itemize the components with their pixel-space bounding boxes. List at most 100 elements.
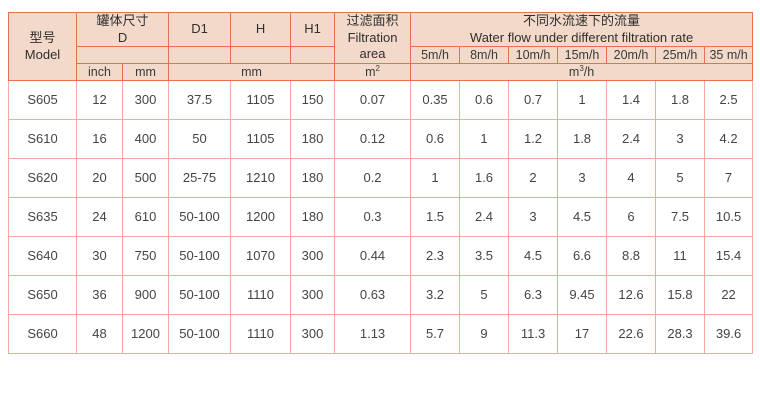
unit-area: m2 [334, 63, 412, 82]
cell-mm: 900 [121, 275, 170, 316]
cell-flow-25: 3 [655, 119, 706, 160]
cell-d1: 50-100 [168, 197, 232, 238]
cell-filtration-area: 0.3 [334, 197, 412, 238]
cell-flow-15: 4.5 [557, 197, 608, 238]
cell-flow-35: 4.2 [704, 119, 754, 160]
cell-flow-10: 0.7 [508, 80, 559, 121]
cell-flow-35: 22 [704, 275, 754, 316]
cell-inch: 20 [76, 158, 123, 199]
cell-flow-25: 11 [655, 236, 706, 277]
cell-flow-5: 0.6 [410, 119, 461, 160]
cell-flow-20: 22.6 [606, 314, 657, 355]
cell-flow-5: 2.3 [410, 236, 461, 277]
cell-flow-5: 1.5 [410, 197, 461, 238]
unit-mm-small: mm [121, 63, 170, 82]
header-rate-8: 8m/h [459, 46, 510, 65]
cell-flow-10: 3 [508, 197, 559, 238]
header-tank-size-spacer [75, 46, 170, 65]
specification-table: 型号 Model 罐体尺寸 D D1 H H1 过滤面积 Filtration … [8, 11, 754, 355]
header-filtration-area-en1: Filtration [347, 29, 398, 45]
cell-model: S640 [8, 236, 77, 277]
cell-mm: 1200 [121, 314, 170, 355]
cell-flow-25: 28.3 [655, 314, 706, 355]
cell-flow-15: 1.8 [557, 119, 608, 160]
cell-h1: 300 [290, 236, 336, 277]
cell-h: 1110 [230, 314, 292, 355]
cell-flow-20: 4 [606, 158, 657, 199]
header-h-spacer [230, 46, 292, 65]
header-filtration-area: 过滤面积 Filtration area [334, 11, 412, 65]
cell-flow-35: 2.5 [704, 80, 754, 121]
cell-flow-8: 2.4 [459, 197, 510, 238]
unit-area-sup: 2 [375, 64, 380, 74]
cell-flow-15: 1 [557, 80, 608, 121]
header-d1: D1 [168, 11, 232, 48]
cell-h1: 180 [290, 158, 336, 199]
cell-filtration-area: 0.12 [334, 119, 412, 160]
cell-flow-35: 10.5 [704, 197, 754, 238]
cell-h1: 150 [290, 80, 336, 121]
cell-flow-8: 1.6 [459, 158, 510, 199]
cell-filtration-area: 0.63 [334, 275, 412, 316]
unit-flow: m3/h [410, 63, 754, 82]
cell-h1: 180 [290, 119, 336, 160]
cell-flow-15: 17 [557, 314, 608, 355]
cell-model: S610 [8, 119, 77, 160]
cell-h: 1200 [230, 197, 292, 238]
cell-d1: 37.5 [168, 80, 232, 121]
unit-flow-sup: 3 [579, 64, 584, 74]
cell-flow-20: 12.6 [606, 275, 657, 316]
cell-flow-25: 1.8 [655, 80, 706, 121]
cell-d1: 50-100 [168, 314, 232, 355]
cell-flow-8: 1 [459, 119, 510, 160]
cell-flow-25: 7.5 [655, 197, 706, 238]
cell-flow-35: 15.4 [704, 236, 754, 277]
header-rate-35: 35 m/h [704, 46, 754, 65]
cell-flow-8: 5 [459, 275, 510, 316]
cell-filtration-area: 0.44 [334, 236, 412, 277]
cell-h: 1105 [230, 119, 292, 160]
cell-h1: 300 [290, 275, 336, 316]
header-flow-group-cn: 不同水流速下的流量 [523, 13, 641, 28]
unit-inch: inch [76, 63, 123, 82]
cell-flow-5: 5.7 [410, 314, 461, 355]
header-rate-5: 5m/h [410, 46, 461, 65]
cell-mm: 300 [121, 80, 170, 121]
header-rate-10: 10m/h [508, 46, 559, 65]
cell-filtration-area: 1.13 [334, 314, 412, 355]
table-row: S650 36 900 50-100 1110 300 0.63 3.2 5 6.3 9.45 12.… [8, 275, 754, 316]
cell-flow-20: 1.4 [606, 80, 657, 121]
table-row: S620 20 500 25-75 1210 180 0.2 1 1.6 2 3 4 5 7 [8, 158, 754, 199]
header-row-main: 型号 Model 罐体尺寸 D D1 H H1 过滤面积 Filtration … [8, 11, 754, 82]
cell-flow-10: 2 [508, 158, 559, 199]
header-d1-spacer [168, 46, 232, 65]
header-tank-size-d: D [117, 29, 128, 45]
cell-flow-20: 6 [606, 197, 657, 238]
cell-flow-20: 8.8 [606, 236, 657, 277]
cell-filtration-area: 0.2 [334, 158, 412, 199]
cell-flow-5: 3.2 [410, 275, 461, 316]
cell-mm: 750 [121, 236, 170, 277]
header-filtration-area-cn: 过滤面积 [346, 13, 399, 29]
table-row: S640 30 750 50-100 1070 300 0.44 2.3 3.5 4.5 6.6 8.… [8, 236, 754, 277]
cell-model: S650 [8, 275, 77, 316]
header-rate-20: 20m/h [606, 46, 657, 65]
cell-flow-35: 39.6 [704, 314, 754, 355]
cell-model: S660 [8, 314, 77, 355]
header-h: H [230, 11, 292, 48]
cell-model: S635 [8, 197, 77, 238]
cell-flow-10: 4.5 [508, 236, 559, 277]
header-model: 型号 Model [8, 11, 77, 82]
table-row: S660 48 1200 50-100 1110 300 1.13 5.7 9 11.3 17 22.… [8, 314, 754, 355]
cell-mm: 400 [121, 119, 170, 160]
cell-h: 1210 [230, 158, 292, 199]
cell-inch: 12 [76, 80, 123, 121]
cell-d1: 50-100 [168, 236, 232, 277]
header-flow-group: 不同水流速下的流量 Water flow under different fil… [410, 11, 754, 48]
cell-filtration-area: 0.07 [334, 80, 412, 121]
cell-flow-5: 0.35 [410, 80, 461, 121]
cell-inch: 48 [76, 314, 123, 355]
header-tank-size-cn: 罐体尺寸 [96, 13, 149, 28]
cell-flow-15: 6.6 [557, 236, 608, 277]
header-row-units: inch mm mm m2 m3/h [9, 63, 754, 82]
